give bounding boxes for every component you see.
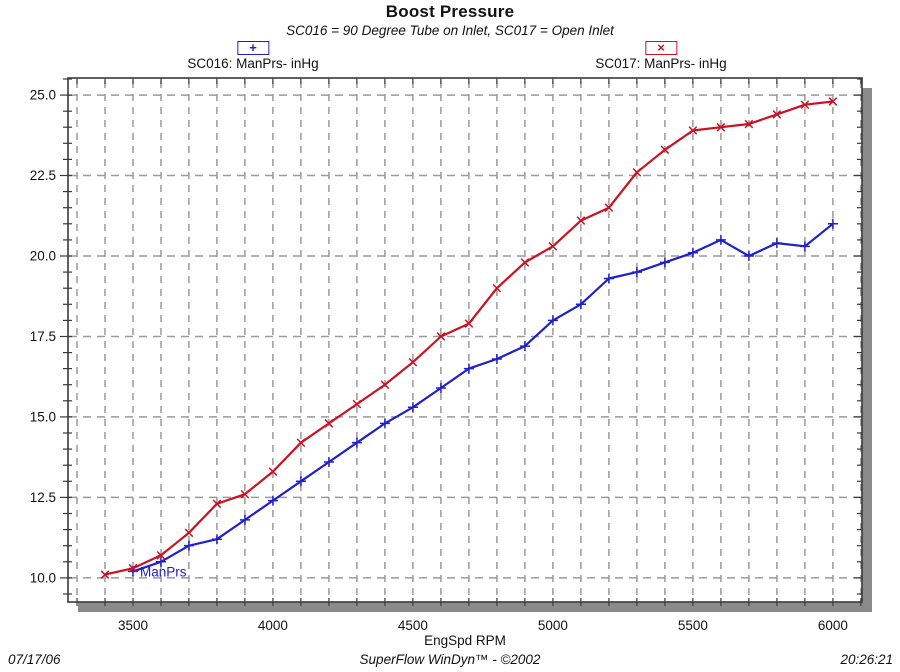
svg-text:4500: 4500: [398, 618, 428, 633]
x-axis-labels: 3500 4000 4500 5000 5500 6000: [118, 618, 848, 633]
chart-title: Boost Pressure: [385, 2, 515, 21]
svg-text:4000: 4000: [258, 618, 288, 633]
svg-text:5500: 5500: [678, 618, 708, 633]
svg-text:22.5: 22.5: [30, 168, 56, 183]
axis-ticks: [60, 78, 862, 606]
y-axis-labels: 10.0 12.5 15.0 17.5 20.0 22.5 25.0: [30, 88, 56, 586]
legend-item-sc016: + SC016: ManPrs- inHg: [187, 41, 319, 71]
plus-marker-icon: +: [249, 40, 257, 55]
svg-text:3500: 3500: [118, 618, 148, 633]
plot-frame: [67, 77, 863, 603]
svg-text:6000: 6000: [818, 618, 848, 633]
series-sc017: [100, 97, 838, 579]
x-axis-title: EngSpd RPM: [424, 633, 506, 648]
legend-label-sc017: SC017: ManPrs- inHg: [595, 56, 727, 71]
chart-subtitle: SC016 = 90 Degree Tube on Inlet, SC017 =…: [286, 23, 614, 38]
series-sc016: [127, 218, 838, 577]
footer-brand: SuperFlow WinDyn™ - ©2002: [359, 652, 541, 667]
inline-series-label: ManPrs: [140, 565, 187, 580]
svg-text:15.0: 15.0: [30, 409, 56, 424]
svg-text:25.0: 25.0: [30, 88, 56, 103]
svg-text:10.0: 10.0: [30, 570, 56, 585]
footer-date: 07/17/06: [8, 652, 61, 667]
legend-label-sc016: SC016: ManPrs- inHg: [187, 56, 319, 71]
legend-item-sc017: × SC017: ManPrs- inHg: [595, 41, 727, 71]
svg-text:12.5: 12.5: [30, 490, 56, 505]
svg-text:17.5: 17.5: [30, 329, 56, 344]
cross-marker-icon: ×: [657, 40, 665, 55]
svg-text:20.0: 20.0: [30, 249, 56, 264]
plot-area: [68, 78, 862, 602]
svg-text:5000: 5000: [538, 618, 568, 633]
legend-marker-box-sc016: +: [237, 41, 269, 55]
footer-time: 20:26:21: [840, 652, 893, 667]
legend-marker-box-sc017: ×: [645, 41, 677, 55]
plot-grid: [69, 81, 862, 601]
